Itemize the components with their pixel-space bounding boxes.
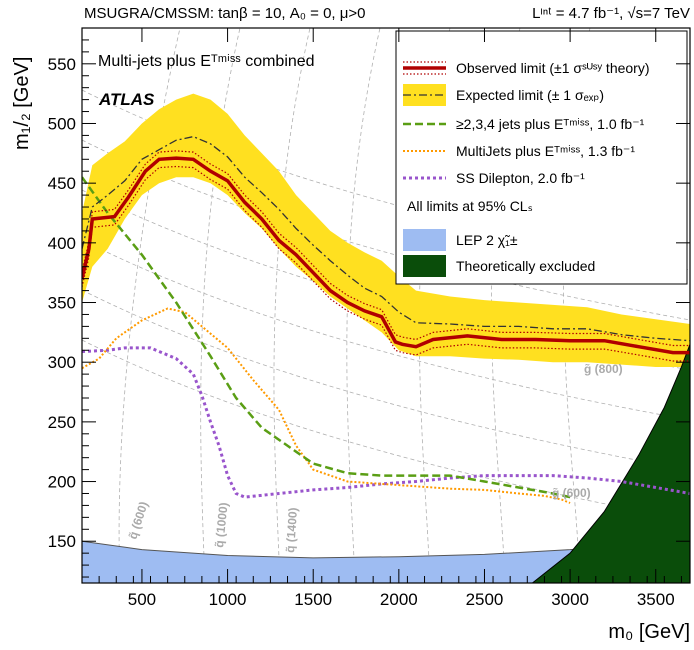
legend: Observed limit (±1 σˢᵁˢʸ theory) Expecte… [396,31,687,284]
legend-theory: Theoretically excluded [403,255,595,277]
x-tick-label: 2500 [466,590,504,609]
header-left: MSUGRA/CMSSM: tanβ = 10, A₀ = 0, μ>0 [84,5,366,22]
y-tick-label: 300 [48,353,76,372]
atlas-label: ATLAS [98,90,155,109]
legend-multijets-label: MultiJets plus Eᵀᵐⁱˢˢ, 1.3 fb⁻¹ [456,143,635,159]
y-tick-label: 250 [48,413,76,432]
x-tick-label: 3500 [637,590,675,609]
plot-title: Multi-jets plus Eᵀᵐⁱˢˢ combined [98,53,315,70]
y-tick-label: 450 [48,174,76,193]
legend-ssdilepton-label: SS Dilepton, 2.0 fb⁻¹ [456,170,585,186]
y-tick-label: 400 [48,234,76,253]
legend-observed-label: Observed limit (±1 σˢᵁˢʸ theory) [456,60,650,76]
legend-expected: Expected limit (± 1 σₑₓₚ) [403,84,604,106]
x-axis-title: m₀ [GeV] [608,621,690,643]
squark-1000-label: q̃ (1000) [212,502,231,549]
squark-600-label: q̃ (600) [126,500,151,541]
y-tick-label: 150 [48,532,76,551]
legend-lep: LEP 2 χ̃₁± [403,229,518,251]
legend-lep-label: LEP 2 χ̃₁± [456,232,518,248]
legend-jets234-label: ≥2,3,4 jets plus Eᵀᵐⁱˢˢ, 1.0 fb⁻¹ [456,116,645,132]
x-tick-label: 1500 [294,590,332,609]
x-tick-label: 2000 [380,590,418,609]
y-tick-label: 350 [48,294,76,313]
x-tick-label: 3000 [551,590,589,609]
squark-1400-label: q̃ (1400) [283,507,300,553]
x-tick-label: 500 [128,590,156,609]
y-tick-label: 550 [48,55,76,74]
theory-excluded-region [532,344,690,583]
y-axis-title: m₁/₂ [GeV] [11,57,33,150]
legend-expected-label: Expected limit (± 1 σₑₓₚ) [456,87,604,103]
gluino-800-label: g̃ (800) [584,362,623,376]
y-tick-label: 200 [48,473,76,492]
x-tick-label: 1000 [209,590,247,609]
legend-cl-note: All limits at 95% CLₛ [407,198,533,214]
legend-theory-label: Theoretically excluded [456,258,595,274]
y-tick-label: 500 [48,114,76,133]
header-right: Lᶦⁿᵗ = 4.7 fb⁻¹, √s=7 TeV [532,5,690,22]
gluino-600-label: g̃ (600) [552,486,591,500]
